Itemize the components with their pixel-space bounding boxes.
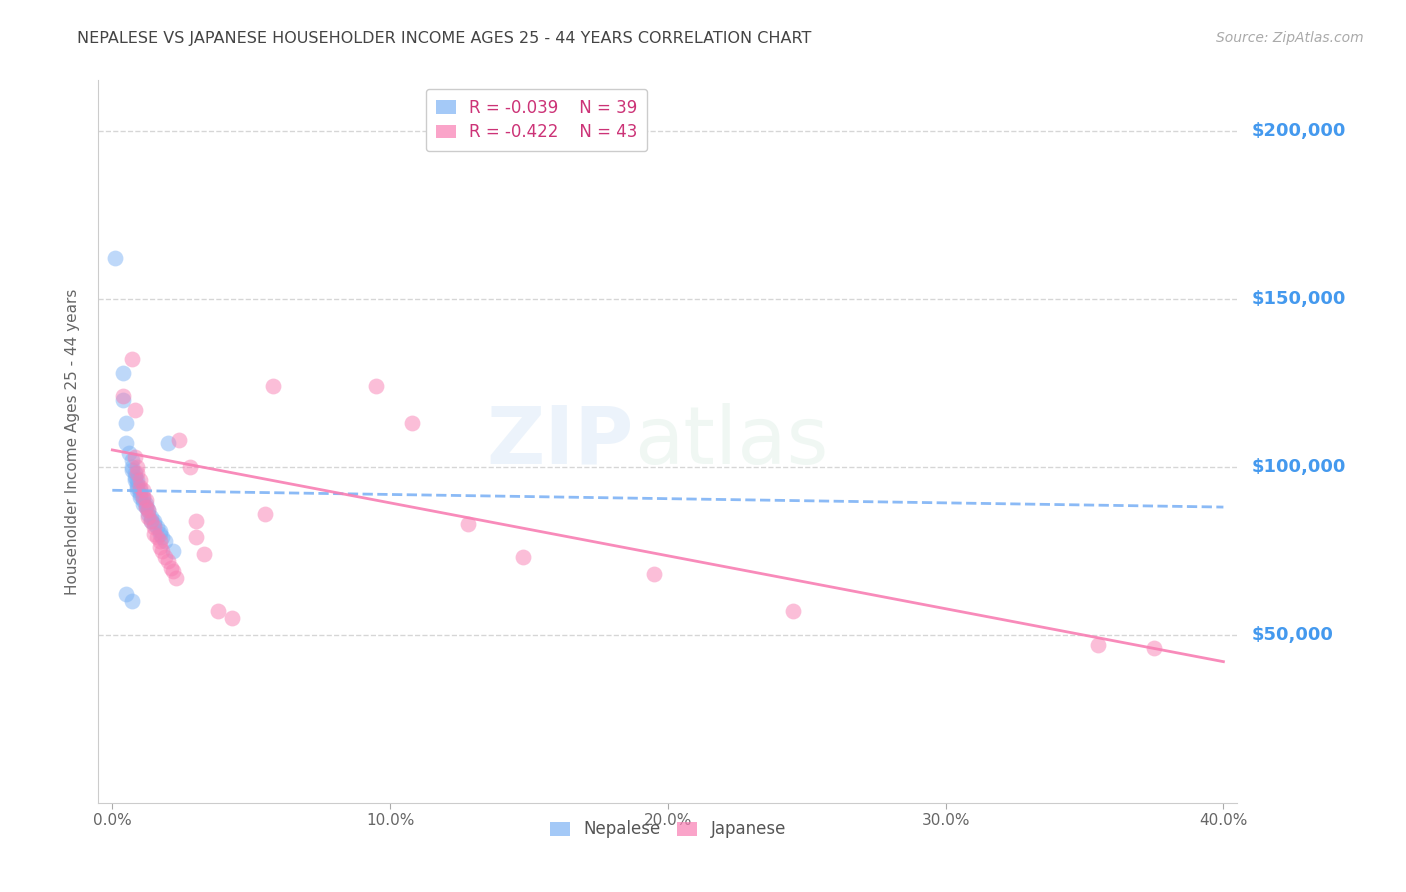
Point [132, 490, 155, 504]
Point [512, 550, 534, 565]
Point [148, 527, 170, 541]
Point [150, 543, 173, 558]
Point [138, 507, 160, 521]
Point [167, 433, 190, 447]
Y-axis label: Householder Income Ages 25 - 44 years: Householder Income Ages 25 - 44 years [65, 288, 80, 595]
Text: $150,000: $150,000 [1251, 290, 1346, 308]
Point [138, 503, 160, 517]
Point [143, 520, 166, 534]
Point [148, 533, 170, 548]
Point [127, 480, 149, 494]
Point [124, 470, 146, 484]
Point [153, 533, 176, 548]
Point [782, 604, 804, 618]
Point [135, 493, 157, 508]
Point [127, 483, 149, 498]
Point [129, 486, 152, 500]
Point [193, 547, 215, 561]
Point [141, 514, 163, 528]
Text: Source: ZipAtlas.com: Source: ZipAtlas.com [1216, 31, 1364, 45]
Point [118, 446, 141, 460]
Point [162, 564, 184, 578]
Point [121, 459, 143, 474]
Text: ZIP: ZIP [486, 402, 634, 481]
Point [132, 497, 155, 511]
Legend: Nepalese, Japanese: Nepalese, Japanese [543, 814, 793, 845]
Point [132, 490, 155, 504]
Point [112, 366, 135, 380]
Point [127, 467, 149, 481]
Point [179, 459, 201, 474]
Point [121, 352, 143, 367]
Text: $200,000: $200,000 [1251, 121, 1346, 140]
Point [127, 473, 149, 487]
Text: $100,000: $100,000 [1251, 458, 1346, 475]
Point [132, 483, 155, 498]
Point [115, 436, 138, 450]
Point [124, 450, 146, 464]
Point [643, 567, 665, 582]
Point [143, 514, 166, 528]
Point [127, 459, 149, 474]
Point [124, 467, 146, 481]
Point [129, 480, 152, 494]
Point [159, 560, 181, 574]
Point [165, 571, 187, 585]
Point [254, 507, 277, 521]
Point [143, 527, 166, 541]
Point [121, 594, 143, 608]
Point [112, 389, 135, 403]
Point [457, 516, 479, 531]
Point [135, 500, 157, 514]
Point [1143, 641, 1166, 656]
Point [115, 416, 138, 430]
Point [153, 550, 176, 565]
Point [115, 587, 138, 601]
Point [150, 530, 173, 544]
Point [145, 520, 167, 534]
Point [141, 510, 163, 524]
Text: NEPALESE VS JAPANESE HOUSEHOLDER INCOME AGES 25 - 44 YEARS CORRELATION CHART: NEPALESE VS JAPANESE HOUSEHOLDER INCOME … [77, 31, 811, 46]
Point [262, 379, 284, 393]
Point [132, 493, 155, 508]
Point [141, 514, 163, 528]
Point [121, 453, 143, 467]
Point [104, 252, 127, 266]
Point [148, 541, 170, 555]
Point [366, 379, 388, 393]
Point [162, 543, 184, 558]
Point [129, 473, 152, 487]
Point [221, 611, 243, 625]
Point [138, 503, 160, 517]
Point [112, 392, 135, 407]
Point [1087, 638, 1109, 652]
Point [401, 416, 423, 430]
Point [184, 514, 207, 528]
Point [207, 604, 229, 618]
Point [124, 402, 146, 417]
Point [121, 463, 143, 477]
Text: atlas: atlas [634, 402, 828, 481]
Point [156, 436, 179, 450]
Point [135, 497, 157, 511]
Point [135, 500, 157, 514]
Point [148, 524, 170, 538]
Point [129, 490, 152, 504]
Point [127, 476, 149, 491]
Point [143, 516, 166, 531]
Point [138, 510, 160, 524]
Point [129, 483, 152, 498]
Point [156, 554, 179, 568]
Point [124, 473, 146, 487]
Point [145, 530, 167, 544]
Text: $50,000: $50,000 [1251, 626, 1333, 644]
Point [184, 530, 207, 544]
